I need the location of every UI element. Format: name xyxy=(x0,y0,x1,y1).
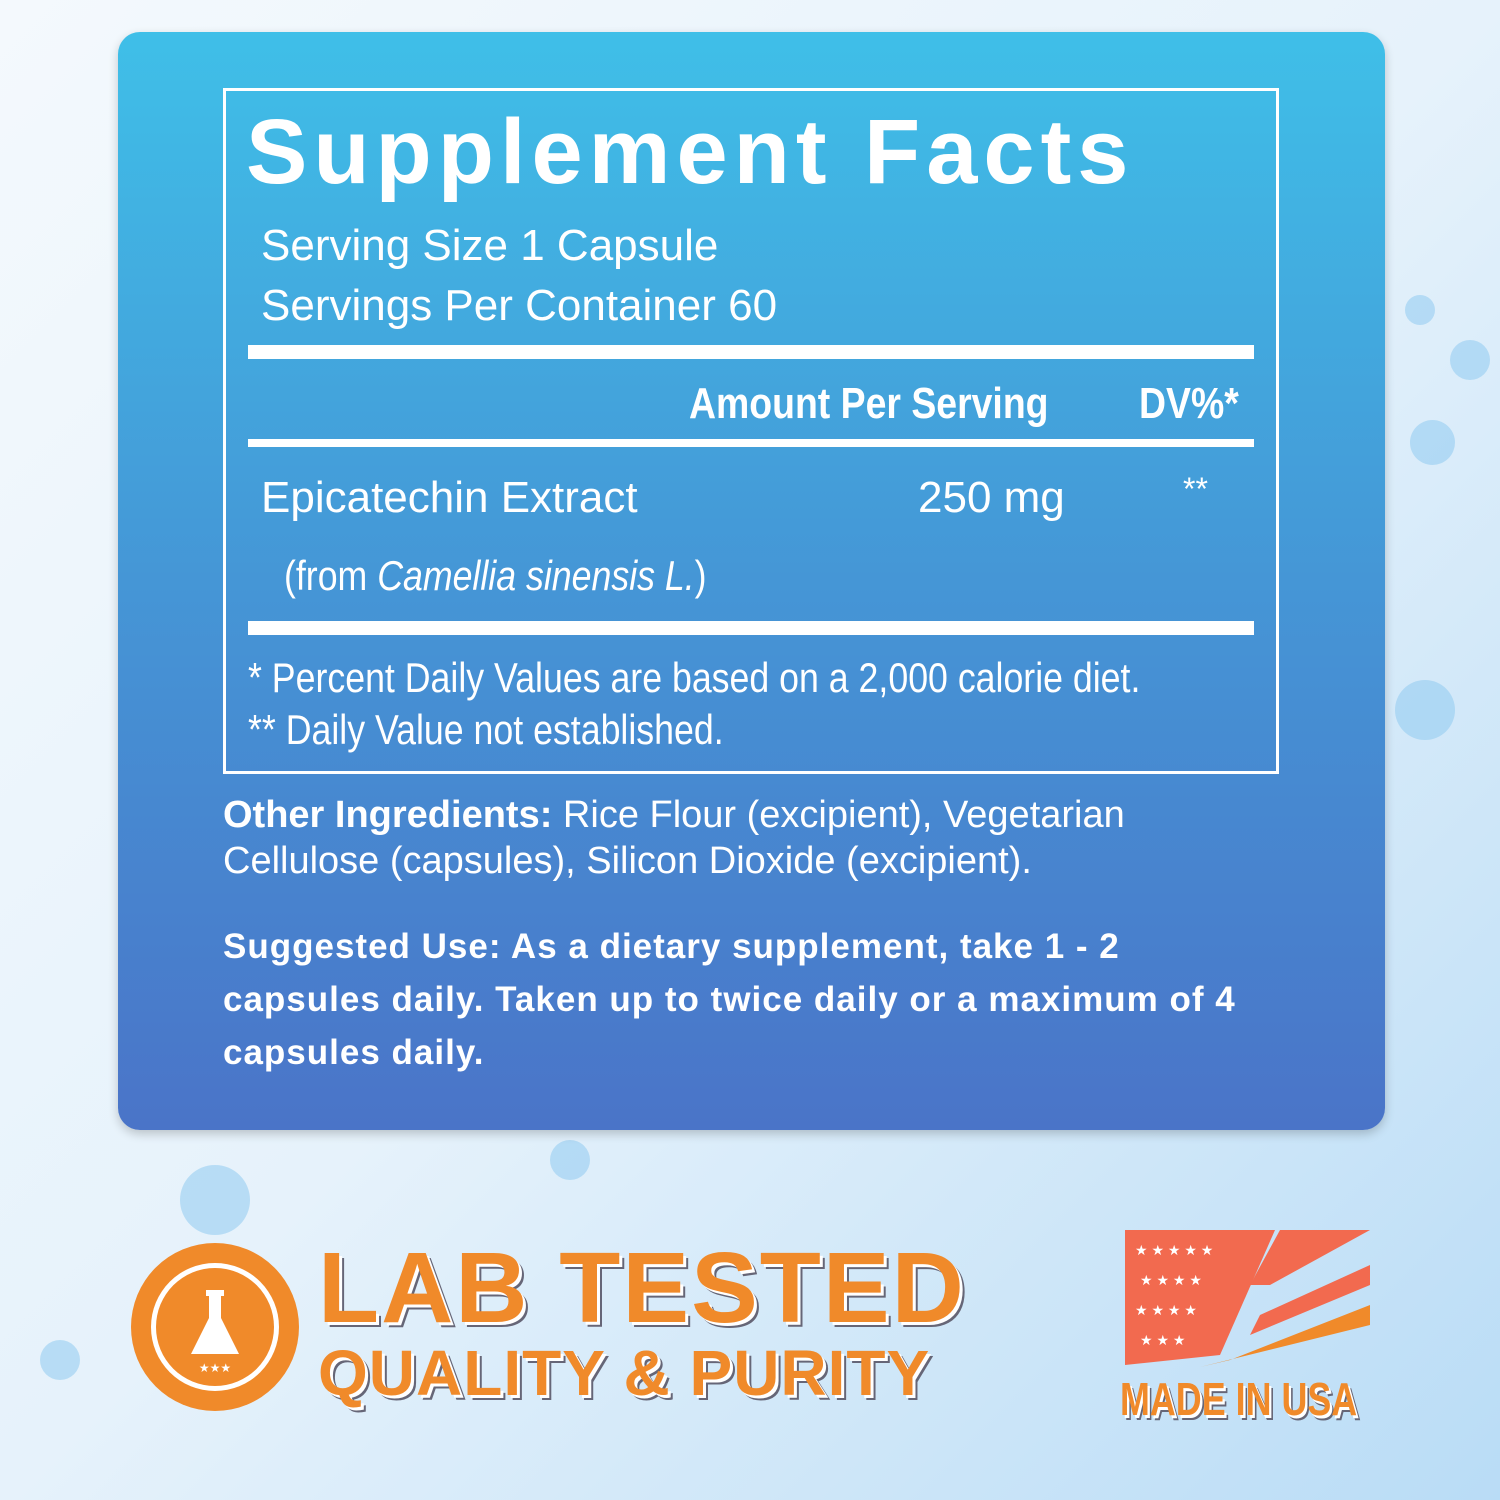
molecule-decoration xyxy=(1450,340,1490,380)
ingredient-name: Epicatechin Extract xyxy=(261,473,638,522)
flask-icon: ★★★ xyxy=(131,1243,299,1411)
molecule-decoration xyxy=(550,1140,590,1180)
facts-box: Supplement Facts Serving Size 1 Capsule … xyxy=(223,88,1279,774)
svg-text:★ ★ ★ ★ ★: ★ ★ ★ ★ ★ xyxy=(1135,1242,1213,1258)
amount-header: Amount Per Serving xyxy=(689,379,1049,428)
lab-tested-text: LAB TESTED xyxy=(318,1232,966,1344)
divider-thick xyxy=(248,345,1254,359)
dv-header: DV%* xyxy=(1139,379,1239,428)
molecule-decoration xyxy=(1395,680,1455,740)
molecule-decoration xyxy=(1410,420,1455,465)
supplement-facts-panel: Supplement Facts Serving Size 1 Capsule … xyxy=(118,32,1385,1130)
us-flag-icon: ★ ★ ★ ★ ★ ★ ★ ★ ★ ★ ★ ★ ★ ★ ★ ★ xyxy=(1125,1230,1370,1367)
molecule-decoration xyxy=(180,1165,250,1235)
serving-size: Serving Size 1 Capsule xyxy=(261,221,719,270)
footnote-2: ** Daily Value not established. xyxy=(248,706,724,753)
footnote-1: * Percent Daily Values are based on a 2,… xyxy=(248,654,1141,701)
ingredient-source: (from Camellia sinensis L.) xyxy=(284,552,707,599)
molecule-decoration xyxy=(40,1340,80,1380)
facts-title: Supplement Facts xyxy=(246,101,1135,203)
molecule-decoration xyxy=(1405,295,1435,325)
svg-text:★ ★ ★: ★ ★ ★ xyxy=(1140,1332,1185,1348)
quality-purity-text: QUALITY & PURITY xyxy=(318,1337,931,1409)
suggested-use: Suggested Use: As a dietary supplement, … xyxy=(223,927,1236,1072)
svg-text:★ ★ ★ ★: ★ ★ ★ ★ xyxy=(1140,1272,1202,1288)
ingredient-amount: 250 mg xyxy=(918,473,1065,522)
made-in-usa-text: MADE IN USA xyxy=(1120,1373,1358,1425)
svg-text:★ ★ ★ ★: ★ ★ ★ ★ xyxy=(1135,1302,1197,1318)
servings-per-container: Servings Per Container 60 xyxy=(261,281,778,330)
divider-thick xyxy=(248,621,1254,635)
svg-text:★★★: ★★★ xyxy=(199,1361,231,1375)
other-ingredients: Other Ingredients: Rice Flour (excipient… xyxy=(223,794,1125,882)
ingredient-dv: ** xyxy=(1183,471,1208,507)
divider xyxy=(248,439,1254,447)
